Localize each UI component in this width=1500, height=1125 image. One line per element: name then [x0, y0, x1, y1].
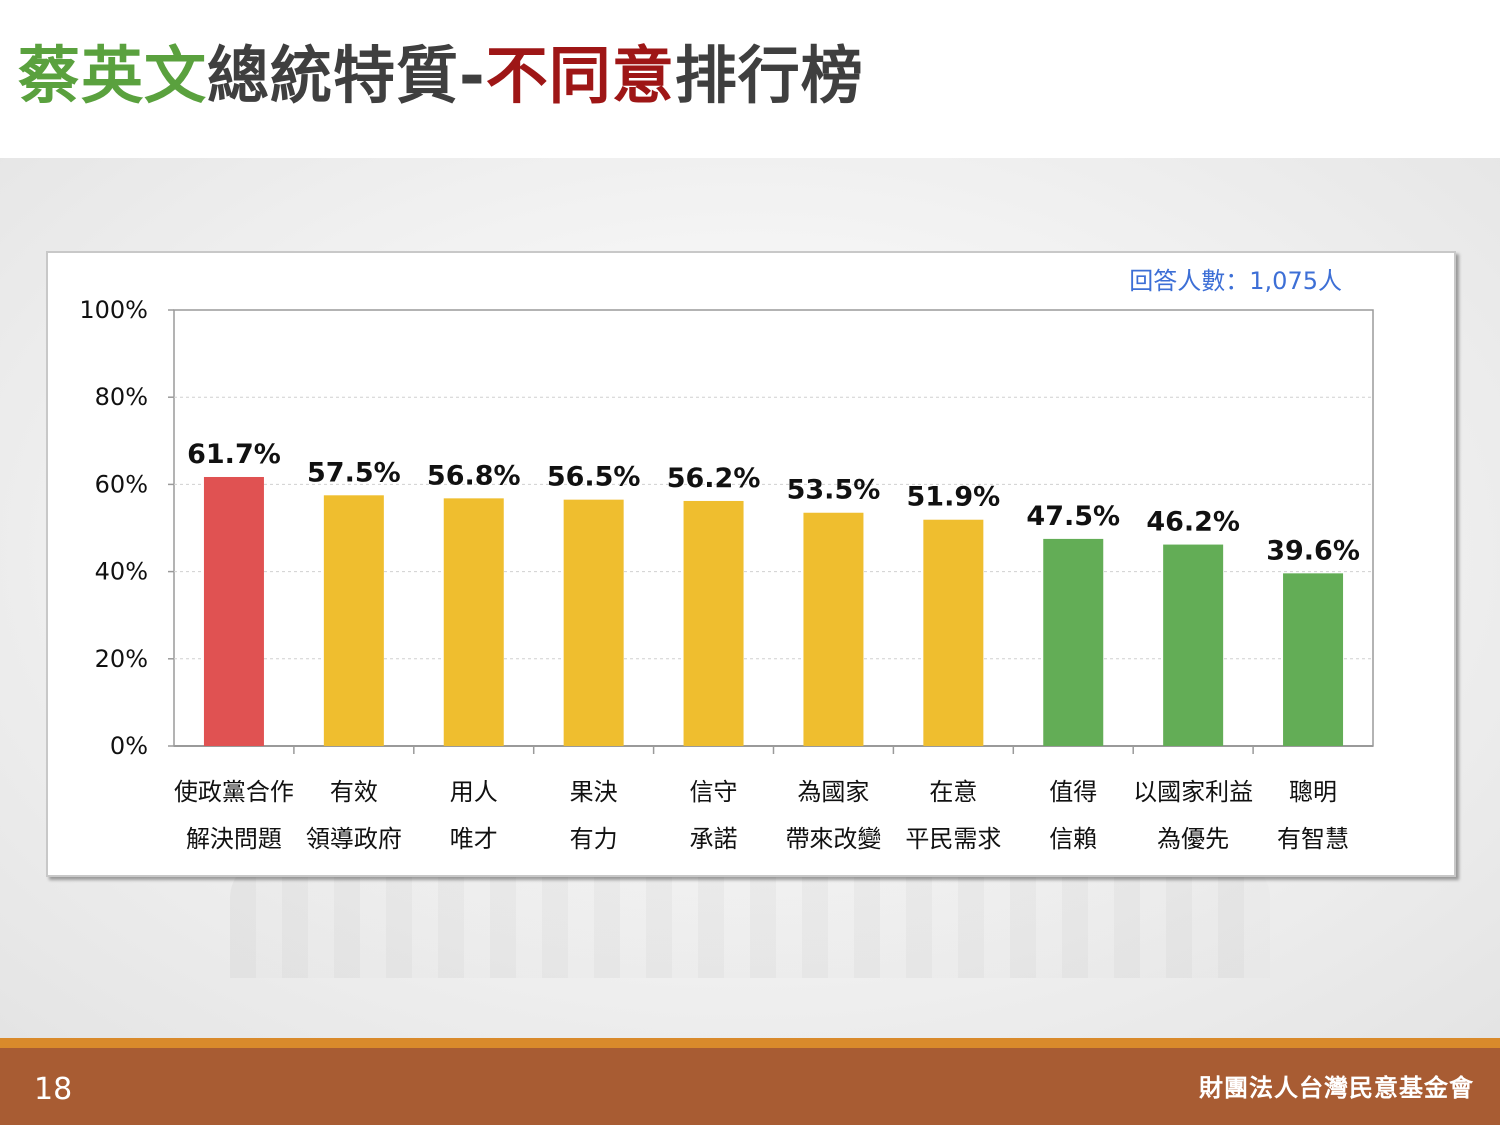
x-tick-label: 有智慧 — [1277, 825, 1349, 853]
x-tick-label: 使政黨合作 — [174, 778, 294, 806]
x-tick-label: 信賴 — [1049, 825, 1097, 853]
bar — [923, 519, 984, 746]
bar — [323, 495, 384, 746]
title-name: 蔡英文 — [18, 39, 208, 112]
data-label: 56.2% — [667, 463, 761, 494]
y-tick-label: 80% — [95, 383, 148, 411]
x-tick-label: 聰明 — [1289, 778, 1337, 806]
title-topic: 總統特質- — [207, 39, 486, 112]
data-label: 46.2% — [1146, 507, 1240, 538]
x-tick-label: 平民需求 — [905, 825, 1001, 853]
y-tick-label: 40% — [95, 558, 148, 586]
bar — [1283, 573, 1344, 746]
bar — [1163, 544, 1224, 746]
chart-panel: 0% 20% 40% 60% 80% 100% 61.7% 使政黨合作解決問題 57.5% 有效領… — [46, 251, 1456, 877]
data-label: 47.5% — [1026, 501, 1120, 532]
data-label: 61.7% — [187, 439, 281, 470]
data-label: 56.8% — [427, 460, 521, 491]
x-tick-label: 在意 — [929, 778, 977, 806]
bar — [563, 499, 624, 746]
x-tick-label: 有效 — [330, 778, 378, 806]
x-tick-label: 解決問題 — [186, 825, 282, 853]
data-label: 56.5% — [547, 462, 641, 493]
page-title: 蔡英文總統特質-不同意排行榜 — [18, 40, 864, 111]
x-tick-label: 領導政府 — [306, 825, 402, 853]
x-tick-label: 以國家利益 — [1133, 778, 1253, 806]
x-tick-label: 帶來改變 — [785, 825, 881, 853]
x-tick-label: 用人 — [450, 778, 498, 806]
crowd-watermark — [230, 858, 1270, 978]
data-label: 51.9% — [907, 482, 1001, 513]
sample-size-note: 回答人數：1,075人 — [1129, 267, 1342, 295]
footer: 18 財團法人台灣民意基金會 — [0, 1048, 1500, 1125]
y-tick-label: 60% — [95, 470, 148, 498]
title-ranking: 排行榜 — [674, 39, 864, 112]
x-tick-label: 唯才 — [450, 825, 498, 853]
bar — [443, 498, 504, 746]
data-label: 53.5% — [787, 475, 881, 506]
data-label: 57.5% — [307, 457, 401, 488]
y-tick-label: 20% — [95, 645, 148, 673]
y-tick-label: 0% — [110, 732, 148, 760]
x-tick-label: 為國家 — [797, 778, 869, 806]
x-tick-label: 信守 — [690, 778, 738, 806]
page-number: 18 — [34, 1072, 73, 1107]
footer-accent-line — [0, 1038, 1500, 1048]
x-tick-label: 為優先 — [1157, 825, 1229, 853]
title-disagree: 不同意 — [485, 39, 675, 112]
x-tick-label: 承諾 — [690, 825, 738, 853]
x-tick-label: 值得 — [1049, 778, 1097, 806]
organization-name: 財團法人台灣民意基金會 — [1199, 1074, 1474, 1102]
title-bar: 蔡英文總統特質-不同意排行榜 — [0, 0, 1500, 158]
x-tick-label: 有力 — [570, 825, 618, 853]
bar — [803, 512, 864, 746]
bar — [1043, 538, 1104, 746]
x-tick-label: 果決 — [570, 778, 618, 806]
bar — [203, 476, 264, 746]
y-tick-label: 100% — [79, 296, 148, 324]
data-label: 39.6% — [1266, 535, 1360, 566]
bar — [683, 500, 744, 746]
